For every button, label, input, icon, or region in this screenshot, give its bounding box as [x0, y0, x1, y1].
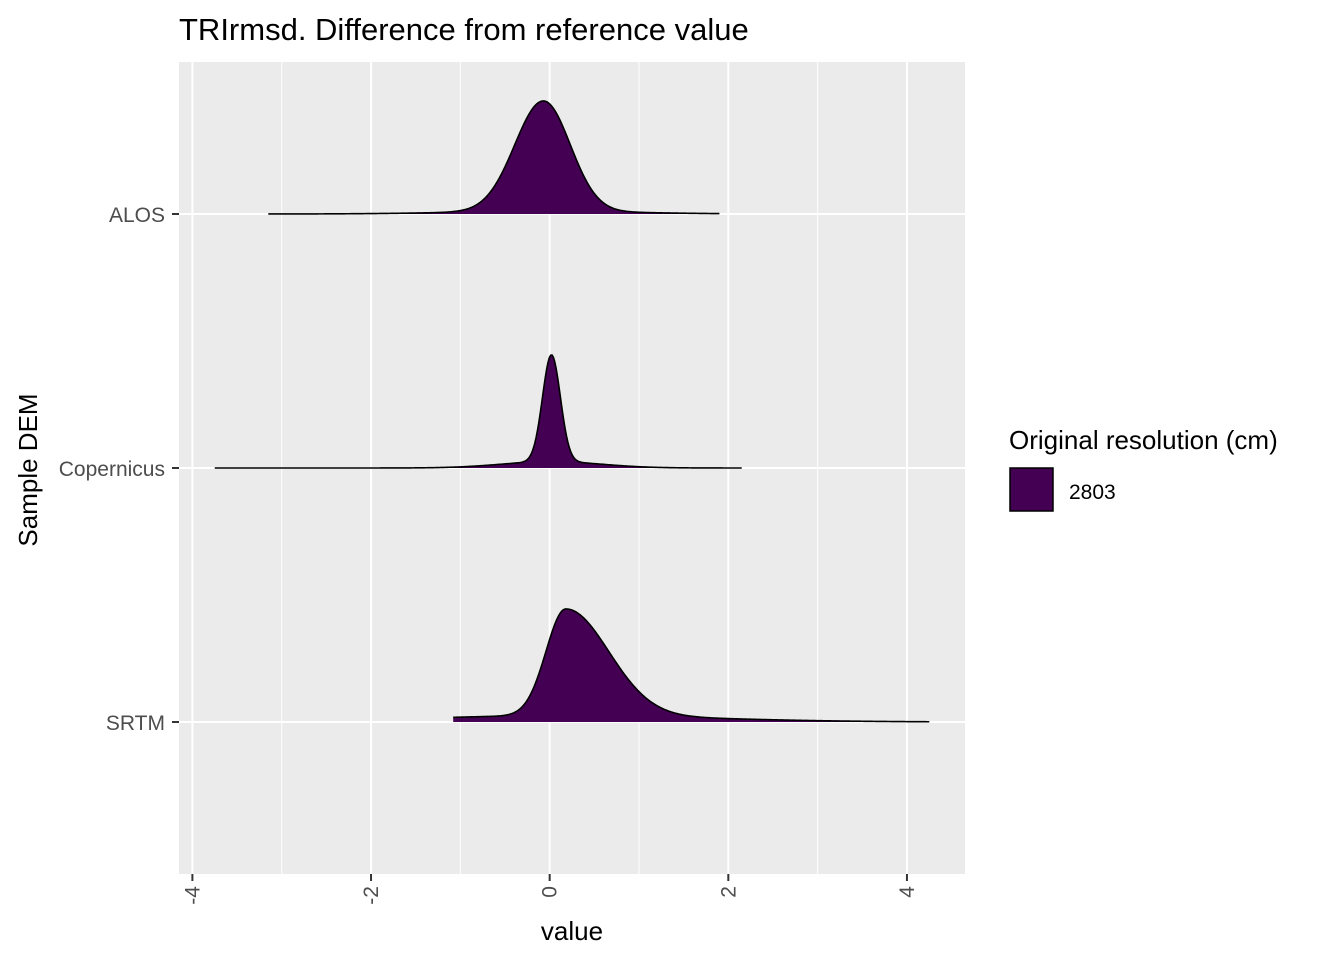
legend: Original resolution (cm) 2803 [1009, 425, 1278, 512]
legend-swatch-2803 [1009, 467, 1054, 512]
ridge-outline-srtm [453, 608, 930, 723]
ridge-outline-copernicus [214, 354, 742, 469]
ridge-fill-srtm [453, 608, 930, 722]
x-tick-label: 0 [539, 886, 562, 898]
x-tick-label: 4 [896, 886, 919, 898]
x-tick-label: 2 [717, 886, 740, 898]
x-tick-label: -4 [181, 886, 204, 905]
x-tick-label: -2 [360, 886, 383, 905]
chart-title: TRIrmsd. Difference from reference value [179, 12, 749, 47]
y-tick-label-copernicus: Copernicus [59, 458, 165, 481]
y-tick-label-alos: ALOS [109, 204, 165, 227]
x-axis: -4 -2 0 2 4 [181, 874, 919, 905]
x-axis-title: value [541, 916, 603, 946]
y-tick-label-srtm: SRTM [106, 712, 165, 735]
y-axis: ALOS Copernicus SRTM [59, 204, 179, 735]
ridge-outline-alos [268, 100, 720, 215]
ridge-fill-alos [268, 100, 720, 214]
legend-label-2803: 2803 [1069, 481, 1116, 504]
density-ridges [214, 100, 930, 723]
y-axis-title: Sample DEM [13, 393, 43, 546]
legend-title: Original resolution (cm) [1009, 425, 1278, 455]
